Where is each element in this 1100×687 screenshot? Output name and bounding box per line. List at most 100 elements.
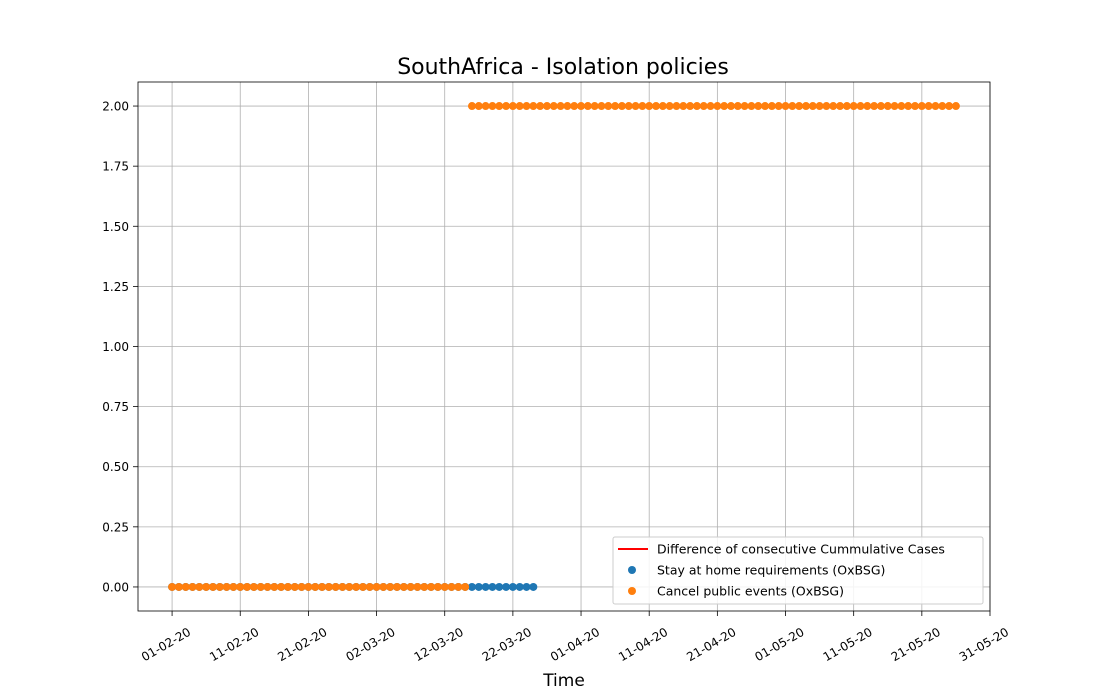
data-point: [508, 102, 517, 111]
data-point: [338, 582, 347, 591]
data-point: [726, 102, 735, 111]
data-point: [945, 102, 954, 111]
data-point: [611, 102, 620, 111]
data-point: [740, 102, 749, 111]
data-point: [358, 582, 367, 591]
data-point: [883, 102, 892, 111]
data-point: [822, 102, 831, 111]
data-point: [617, 102, 626, 111]
data-point: [440, 582, 449, 591]
data-point: [495, 582, 504, 591]
data-point: [938, 102, 947, 111]
data-point: [372, 582, 381, 591]
data-point: [665, 102, 674, 111]
data-point: [474, 102, 483, 111]
data-point: [795, 102, 804, 111]
data-point: [808, 102, 817, 111]
legend: Difference of consecutive Cummulative Ca…: [612, 536, 984, 605]
data-point: [283, 582, 292, 591]
data-point: [836, 102, 845, 111]
data-point: [188, 582, 197, 591]
data-point: [345, 582, 354, 591]
data-point: [692, 102, 701, 111]
data-point: [720, 102, 729, 111]
data-point: [208, 582, 217, 591]
data-point: [311, 582, 320, 591]
data-point: [529, 582, 538, 591]
x-tick-label: 11-05-20: [821, 625, 875, 664]
data-point: [638, 102, 647, 111]
y-tick-label: 1.25: [102, 280, 129, 294]
data-point: [897, 102, 906, 111]
data-point: [911, 102, 920, 111]
x-tick-label: 11-04-20: [616, 625, 670, 664]
x-tick-label: 01-02-20: [139, 625, 193, 664]
data-point: [202, 582, 211, 591]
data-point: [236, 582, 245, 591]
data-point: [604, 102, 613, 111]
data-point: [890, 102, 899, 111]
data-point: [624, 102, 633, 111]
data-point: [488, 582, 497, 591]
data-point: [495, 102, 504, 111]
data-point: [481, 102, 490, 111]
y-tick-label: 0.00: [102, 580, 129, 594]
data-point: [427, 582, 436, 591]
data-point: [413, 582, 422, 591]
x-tick-label: 02-03-20: [343, 625, 397, 664]
data-point: [706, 102, 715, 111]
data-point: [229, 582, 238, 591]
data-point: [331, 582, 340, 591]
x-axis-label: Time: [542, 671, 585, 687]
data-point: [733, 102, 742, 111]
data-point: [788, 102, 797, 111]
grid-lines: [138, 82, 991, 611]
data-point: [481, 582, 490, 591]
data-point: [461, 582, 470, 591]
legend-marker-swatch: [628, 566, 636, 574]
data-point: [904, 102, 913, 111]
data-point: [420, 582, 429, 591]
data-point: [863, 102, 872, 111]
data-point: [774, 102, 783, 111]
data-point: [767, 102, 776, 111]
x-tick-label: 01-05-20: [752, 625, 806, 664]
data-point: [256, 582, 265, 591]
data-point: [754, 102, 763, 111]
data-point: [433, 582, 442, 591]
data-point: [529, 102, 538, 111]
data-point: [679, 102, 688, 111]
legend-label: Cancel public events (OxBSG): [657, 584, 844, 599]
data-point: [508, 582, 517, 591]
data-point: [781, 102, 790, 111]
legend-frame: [612, 536, 984, 605]
x-tick-label: 21-02-20: [275, 625, 329, 664]
data-point: [590, 102, 599, 111]
data-point: [849, 102, 858, 111]
data-point: [515, 582, 524, 591]
data-point: [467, 582, 476, 591]
data-point: [270, 582, 279, 591]
data-point: [243, 582, 252, 591]
y-tick-label: 1.00: [102, 340, 129, 354]
data-point: [304, 582, 313, 591]
data-point: [747, 102, 756, 111]
data-point: [652, 102, 661, 111]
data-point: [951, 102, 960, 111]
x-tick-label: 12-03-20: [412, 625, 466, 664]
data-point: [563, 102, 572, 111]
data-point: [399, 582, 408, 591]
data-point: [249, 582, 258, 591]
legend-label: Difference of consecutive Cummulative Ca…: [657, 542, 945, 557]
x-tick-label: 31-05-20: [957, 625, 1011, 664]
data-point: [324, 582, 333, 591]
y-tick-label: 0.25: [102, 520, 129, 534]
data-point: [386, 582, 395, 591]
data-point: [686, 102, 695, 111]
data-point: [876, 102, 885, 111]
data-point: [713, 102, 722, 111]
data-point: [474, 582, 483, 591]
data-point: [924, 102, 933, 111]
data-point: [263, 582, 272, 591]
